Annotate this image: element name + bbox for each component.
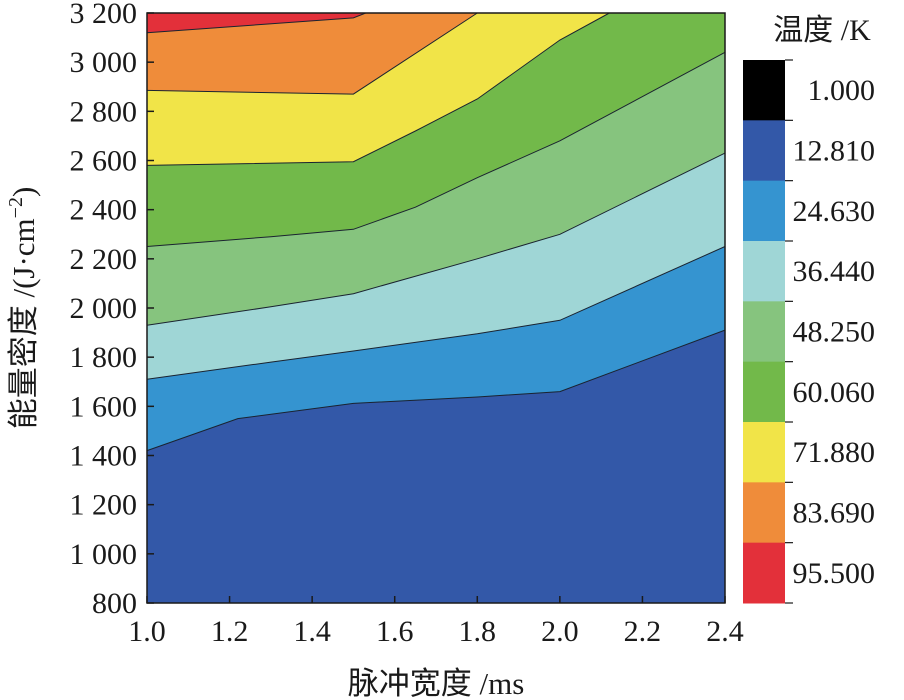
contour-line-24.630 — [146, 246, 726, 380]
colorbar-swatch-4 — [743, 301, 785, 363]
x-tick-label: 1.2 — [211, 615, 249, 648]
contour-line-71.880 — [146, 12, 478, 95]
colorbar-swatch-3 — [743, 241, 785, 302]
y-tick-label: 2 400 — [70, 194, 138, 227]
y-tick-label: 3 200 — [70, 0, 138, 30]
y-tick-label: 2 600 — [70, 145, 138, 178]
x-tick-label: 1.4 — [293, 615, 331, 648]
colorbar-label: 24.630 — [793, 195, 876, 228]
colorbar-label: 36.440 — [793, 255, 876, 288]
colorbar-label: 83.690 — [793, 497, 876, 530]
x-tick-label: 1.0 — [128, 615, 166, 648]
y-axis-label-close: ) — [6, 187, 41, 197]
colorbar-label: 1.000 — [808, 74, 876, 107]
y-axis: 800 1 000 1 200 1 400 1 600 1 800 2 000 2 200 2 … — [70, 0, 154, 620]
band-fill-7 — [147, 13, 366, 33]
contour-line-60.060 — [146, 12, 610, 166]
contour-line-48.250 — [146, 51, 726, 247]
x-axis: 1.0 1.2 1.4 1.6 1.8 2.0 2.2 2.4 — [128, 596, 744, 648]
plot-bands — [147, 13, 725, 603]
colorbar-swatch-5 — [743, 361, 785, 423]
colorbar-label: 95.500 — [793, 557, 876, 590]
y-tick-label: 2 200 — [70, 243, 138, 276]
y-tick-label: 2 000 — [70, 292, 138, 325]
y-axis-label-sup: −2 — [5, 197, 27, 218]
y-axis-label-main: 能量密度 /(J·cm — [6, 218, 41, 429]
contour-line-12.810 — [146, 329, 726, 452]
x-tick-label: 1.6 — [376, 615, 414, 648]
colorbar-swatch-0 — [743, 60, 785, 121]
colorbar-swatch-6 — [743, 422, 785, 483]
x-tick-label: 2.2 — [624, 615, 662, 648]
colorbar-title: 温度 /K — [773, 14, 871, 47]
band-fill-6 — [147, 13, 478, 95]
contour-lines — [146, 12, 726, 452]
x-axis-label: 脉冲宽度 /ms — [348, 666, 525, 700]
contour-line-36.440 — [146, 152, 726, 326]
x-tick-label: 1.8 — [459, 615, 497, 648]
colorbar-label: 48.250 — [793, 316, 876, 349]
y-tick-label: 3 000 — [70, 46, 138, 79]
y-tick-label: 1 000 — [70, 538, 138, 571]
colorbar-swatch-1 — [743, 120, 785, 182]
colorbar-label: 12.810 — [793, 135, 876, 168]
colorbar-label: 60.060 — [793, 376, 876, 409]
colorbar-label: 71.880 — [793, 436, 876, 469]
x-tick-label: 2.0 — [541, 615, 579, 648]
contour-line-83.690 — [146, 12, 366, 34]
y-tick-label: 1 800 — [70, 341, 138, 374]
colorbar: 1.000 12.810 24.630 36.440 48.250 60.060 71.88… — [743, 59, 876, 604]
y-tick-label: 1 400 — [70, 440, 138, 473]
colorbar-swatch-8 — [743, 542, 785, 604]
y-tick-label: 1 600 — [70, 390, 138, 423]
y-tick-label: 800 — [92, 587, 137, 620]
y-tick-label: 2 800 — [70, 95, 138, 128]
y-axis-label: 能量密度 /(J·cm−2) — [5, 187, 41, 430]
colorbar-swatch-2 — [743, 180, 785, 242]
y-tick-label: 1 200 — [70, 489, 138, 522]
x-tick-label: 2.4 — [706, 615, 744, 648]
colorbar-swatch-7 — [743, 482, 785, 544]
